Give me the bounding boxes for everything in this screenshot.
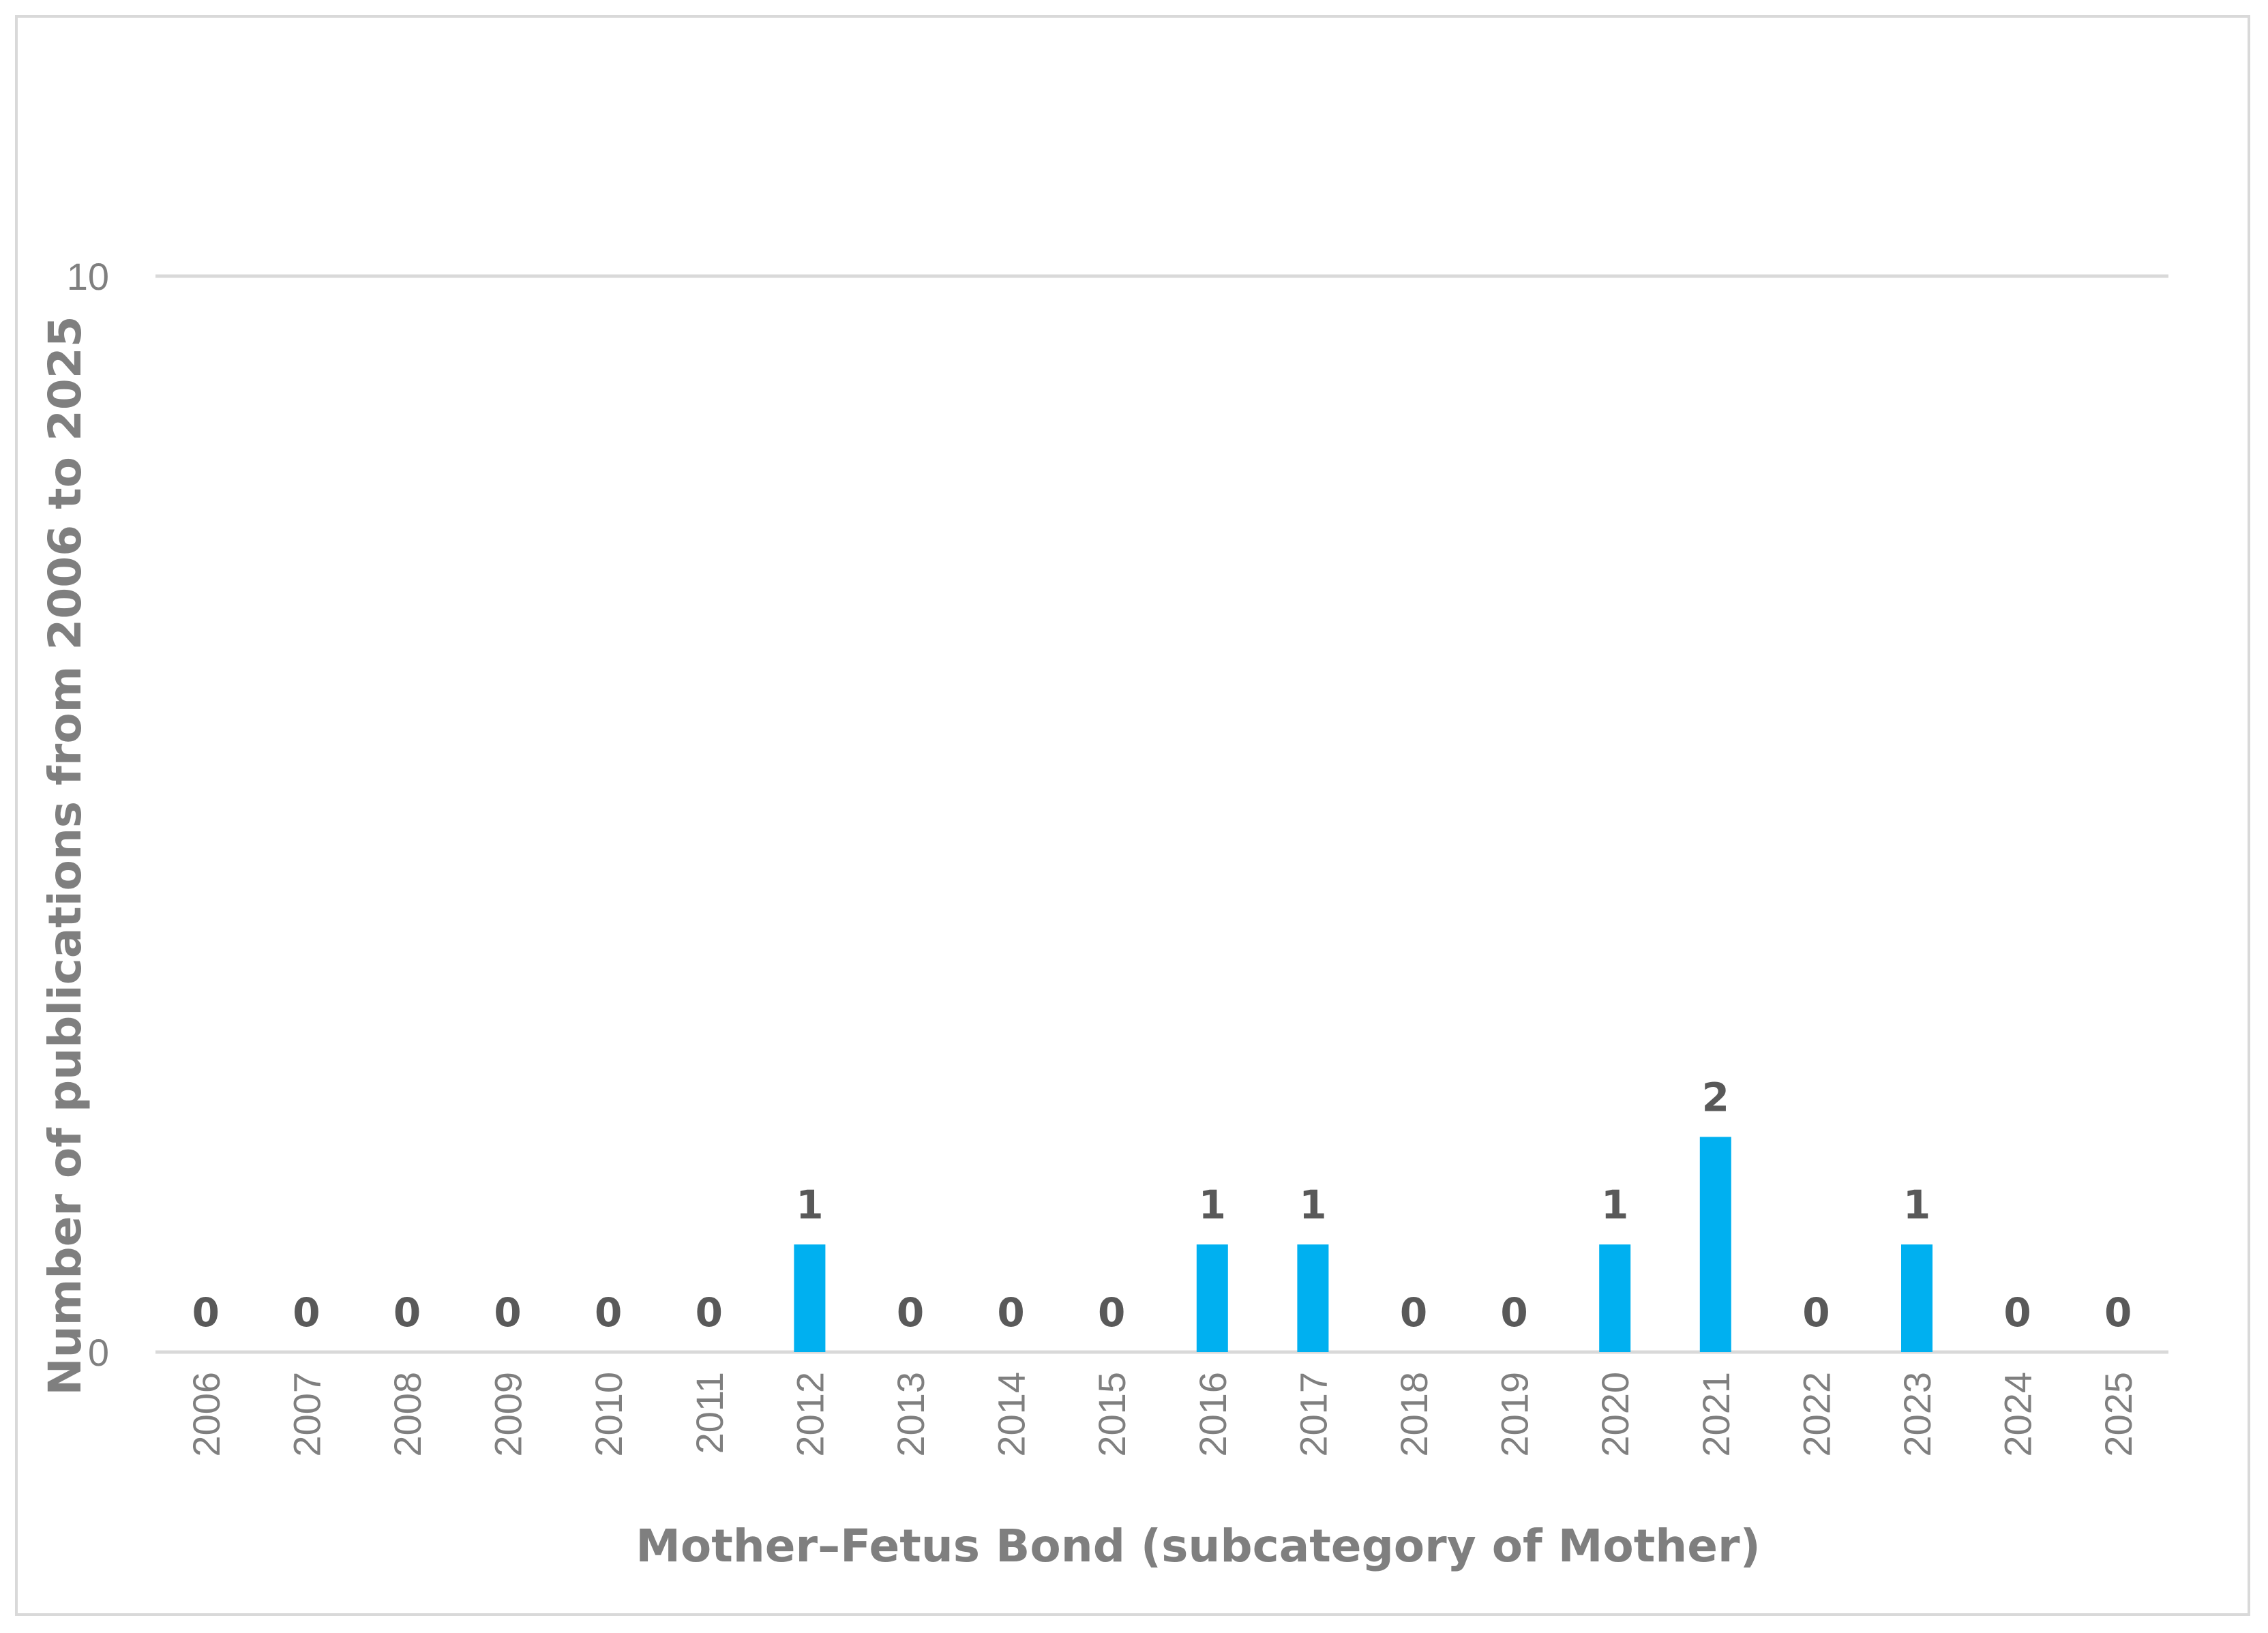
x-tick-label-2011: 2011 xyxy=(688,1372,731,1454)
bar-2016 xyxy=(1196,1244,1228,1352)
data-label-2018: 0 xyxy=(1400,1289,1427,1336)
data-labels: 0 0 0 0 0 0 1 0 0 0 1 1 0 0 1 2 0 1 0 0 xyxy=(192,1074,2132,1336)
data-label-2022: 0 xyxy=(1802,1289,1830,1336)
data-label-2025: 0 xyxy=(2104,1289,2132,1336)
data-label-2024: 0 xyxy=(2003,1289,2031,1336)
x-tick-label-2017: 2017 xyxy=(1292,1372,1334,1457)
data-label-2017: 1 xyxy=(1299,1182,1326,1228)
data-label-2010: 0 xyxy=(595,1289,622,1336)
x-tick-label-2019: 2019 xyxy=(1493,1372,1536,1457)
x-tick-label-2023: 2023 xyxy=(1896,1372,1939,1457)
x-tick-label-2013: 2013 xyxy=(889,1372,932,1457)
y-axis-title: Number of publications from 2006 to 2025 xyxy=(39,316,91,1395)
x-tick-label-2016: 2016 xyxy=(1191,1372,1234,1457)
data-label-2023: 1 xyxy=(1903,1182,1930,1228)
data-label-2012: 1 xyxy=(796,1182,823,1228)
data-label-2014: 0 xyxy=(997,1289,1024,1336)
data-label-2016: 1 xyxy=(1199,1182,1226,1228)
bars xyxy=(794,1137,1933,1352)
data-label-2013: 0 xyxy=(897,1289,924,1336)
data-label-2015: 0 xyxy=(1098,1289,1125,1336)
bar-2017 xyxy=(1297,1244,1329,1352)
x-tick-label-2010: 2010 xyxy=(587,1372,630,1457)
y-tick-label-10: 10 xyxy=(67,255,109,298)
x-tick-label-2015: 2015 xyxy=(1090,1372,1133,1457)
bar-2012 xyxy=(794,1244,826,1352)
x-tick-label-2006: 2006 xyxy=(185,1372,228,1457)
x-tick-label-2014: 2014 xyxy=(990,1372,1033,1457)
x-tick-label-2024: 2024 xyxy=(1997,1372,2040,1457)
bar-2023 xyxy=(1901,1244,1933,1352)
x-axis-title: Mother–Fetus Bond (subcategory of Mother… xyxy=(636,1520,1761,1572)
x-tick-label-2021: 2021 xyxy=(1695,1372,1737,1457)
x-tick-label-2012: 2012 xyxy=(788,1372,831,1457)
x-tick-label-2009: 2009 xyxy=(487,1372,530,1457)
x-tick-label-2007: 2007 xyxy=(285,1372,328,1457)
bar-2020 xyxy=(1599,1244,1631,1352)
data-label-2019: 0 xyxy=(1500,1289,1527,1336)
gridlines xyxy=(155,274,2168,1354)
data-label-2006: 0 xyxy=(192,1289,220,1336)
chart-frame xyxy=(15,15,2250,1616)
data-label-2009: 0 xyxy=(494,1289,521,1336)
data-label-2021: 2 xyxy=(1702,1074,1729,1120)
x-tick-label-2022: 2022 xyxy=(1795,1372,1838,1457)
data-label-2020: 1 xyxy=(1601,1182,1628,1228)
y-axis-ticks: 0 10 xyxy=(67,255,109,1374)
x-tick-label-2008: 2008 xyxy=(386,1372,429,1457)
data-label-2008: 0 xyxy=(393,1289,421,1336)
x-tick-label-2018: 2018 xyxy=(1392,1372,1435,1457)
data-label-2011: 0 xyxy=(696,1289,723,1336)
y-tick-label-0: 0 xyxy=(88,1331,109,1374)
data-label-2007: 0 xyxy=(293,1289,320,1336)
x-axis-ticks: 2006 2007 2008 2009 2010 2011 2012 2013 2014 2015… xyxy=(185,1372,2140,1457)
x-tick-label-2025: 2025 xyxy=(2097,1372,2140,1457)
bar-2021 xyxy=(1699,1137,1731,1352)
x-tick-label-2020: 2020 xyxy=(1594,1372,1637,1457)
